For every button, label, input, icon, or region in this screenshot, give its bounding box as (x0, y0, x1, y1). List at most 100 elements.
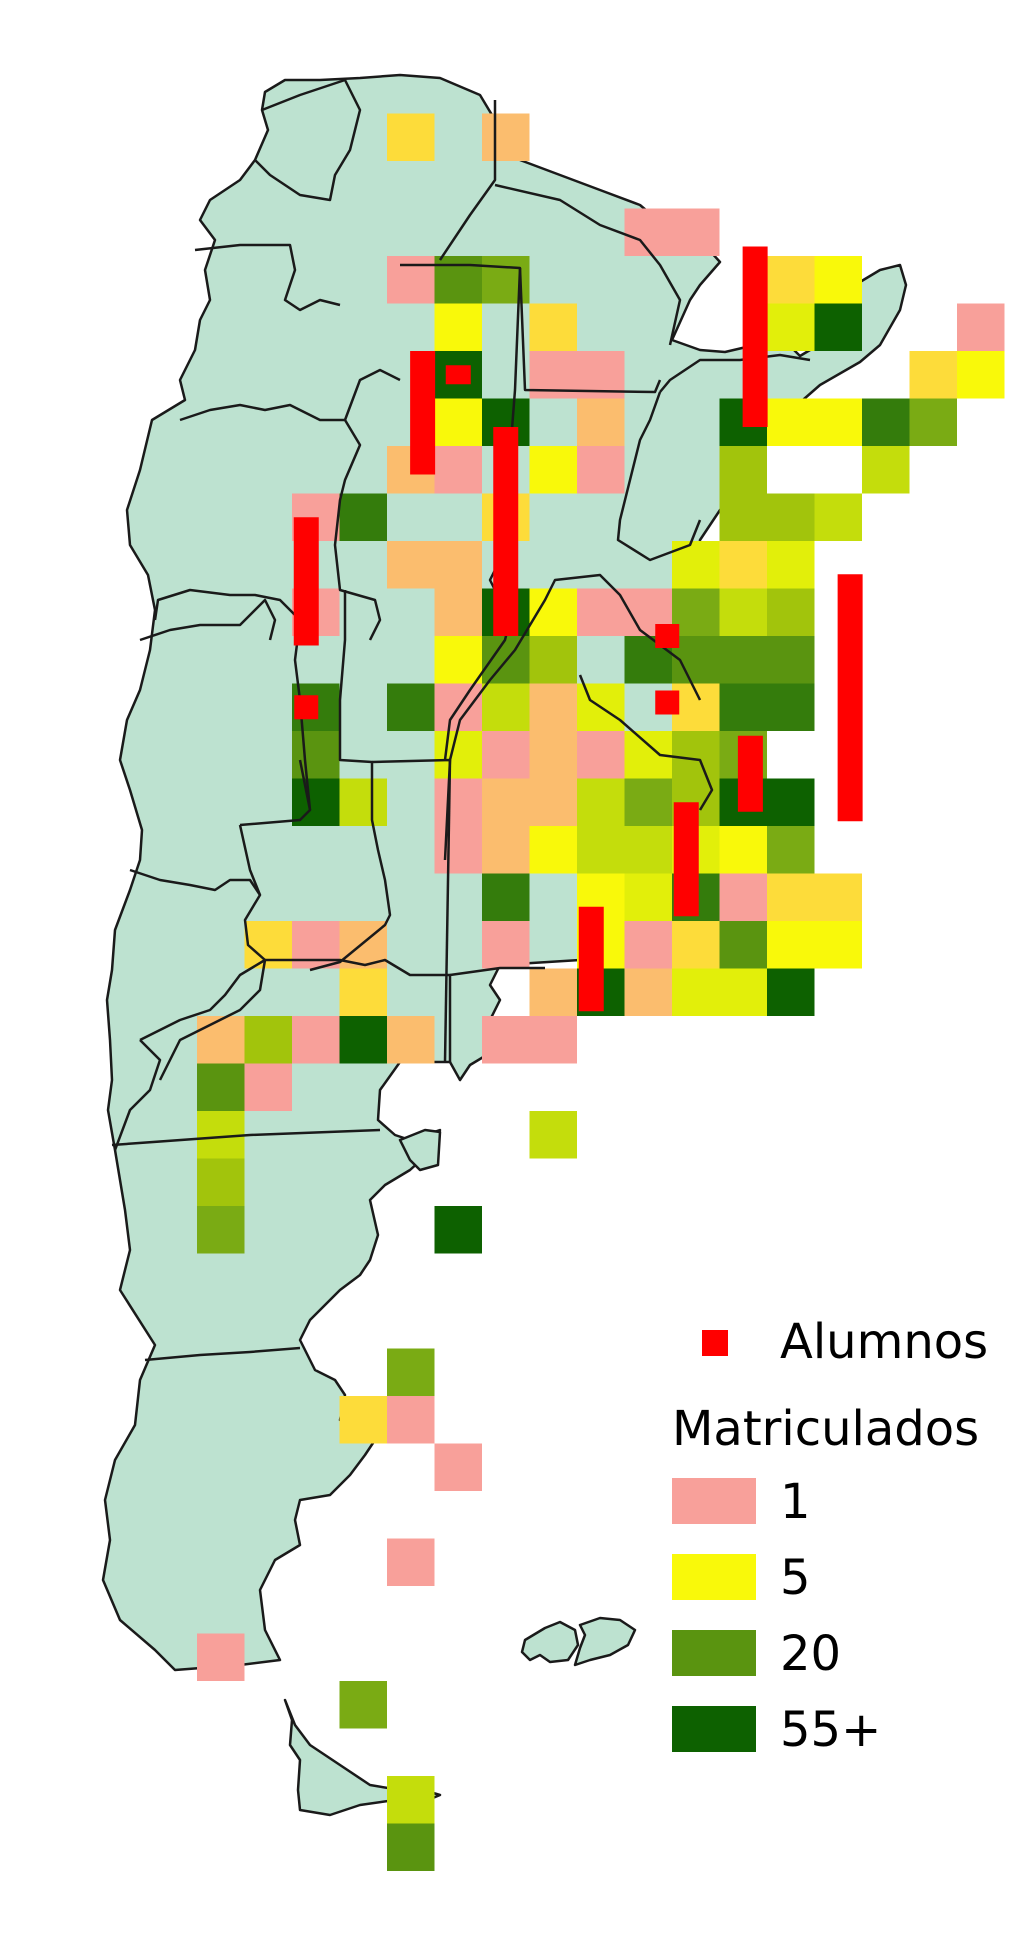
grid-cell (197, 1633, 245, 1681)
border-salta-tucuman (194, 243, 341, 312)
grid-cell (387, 541, 435, 589)
border-corrientes-misiones (659, 353, 811, 393)
grid-cell (767, 493, 815, 541)
grid-cell (719, 636, 767, 684)
legend-swatch (672, 1554, 756, 1600)
grid-cell (529, 1111, 577, 1159)
grid-cell (719, 588, 767, 636)
grid-cell (387, 1823, 435, 1871)
grid-cell (197, 1016, 245, 1064)
grid-cell (719, 968, 767, 1016)
grid-cell (767, 873, 815, 921)
legend-alumnos-label: Alumnos (780, 1314, 988, 1370)
grid-cell (624, 921, 672, 969)
grid-cell (767, 256, 815, 304)
grid-cell (814, 873, 862, 921)
grid-cell (434, 256, 482, 304)
alumnos-bar (673, 802, 699, 917)
islas-malvinas-west (520, 1620, 580, 1664)
grid-cell (719, 826, 767, 874)
grid-cell (387, 256, 435, 304)
grid-cell (197, 1206, 245, 1254)
border-salta-formosa (438, 100, 497, 261)
grid-cell (909, 351, 957, 399)
grid-cell (577, 731, 625, 779)
grid-cell (434, 541, 482, 589)
grid-cell (292, 1016, 340, 1064)
grid-cell (434, 446, 482, 494)
grid-cell (482, 731, 530, 779)
grid-cell (482, 683, 530, 731)
alumnos-bar (293, 517, 319, 646)
grid-cell (244, 1016, 292, 1064)
grid-cell (814, 303, 862, 351)
grid-cell (577, 778, 625, 826)
grid-cell (339, 493, 387, 541)
grid-cell (624, 873, 672, 921)
border-rio-negro (158, 959, 267, 1081)
border-chubut-santa-cruz (144, 1346, 301, 1362)
alumnos-bar (493, 427, 519, 636)
grid-cell (434, 731, 482, 779)
border-corrientes (616, 391, 702, 562)
border-buenos-aires-south (449, 966, 545, 977)
grid-cell (529, 826, 577, 874)
legend-alumnos-swatch (702, 1330, 728, 1356)
border-rio-negro-chubut (111, 1128, 381, 1147)
grid-cell (624, 826, 672, 874)
border-entre-rios (578, 674, 714, 811)
border-jujuy-salta (254, 78, 362, 202)
grid-cell (767, 588, 815, 636)
grid-cell (767, 921, 815, 969)
grid-cell (529, 778, 577, 826)
legend-swatch (672, 1630, 756, 1676)
border-cordoba (309, 590, 392, 972)
grid-cell (434, 398, 482, 446)
grid-cell (957, 303, 1005, 351)
grid-cell (434, 778, 482, 826)
grid-cell (387, 683, 435, 731)
grid-cell (767, 826, 815, 874)
legend: Alumnos Matriculados 1 5 20 55+ (672, 1314, 988, 1758)
peninsula-valdes (398, 1128, 442, 1172)
legend-label: 5 (780, 1550, 811, 1606)
grid-cell (814, 256, 862, 304)
grid-cell (529, 303, 577, 351)
grid-cell (672, 921, 720, 969)
grid-cell (577, 826, 625, 874)
alumnos-bar (737, 735, 763, 812)
legend-swatch (672, 1706, 756, 1752)
border-la-pampa (238, 824, 452, 1062)
border-tucuman (343, 368, 401, 421)
grid-cell (814, 398, 862, 446)
border-san-luis (239, 759, 312, 827)
islas-malvinas-east (573, 1616, 637, 1667)
grid-cell (387, 1396, 435, 1444)
grid-cell (577, 398, 625, 446)
legend-label: 55+ (780, 1702, 881, 1758)
border-formosa-chaco (494, 183, 682, 346)
grid-cell (814, 921, 862, 969)
grid-cell (339, 1396, 387, 1444)
grid-cell (339, 1016, 387, 1064)
grid-cell (767, 683, 815, 731)
grid-cell (197, 1063, 245, 1111)
grid-cell (529, 968, 577, 1016)
grid-cell (482, 778, 530, 826)
grid-cell (387, 1538, 435, 1586)
grid-cell (434, 636, 482, 684)
grid-cell (339, 778, 387, 826)
grid-cell (767, 968, 815, 1016)
grid-cell (767, 636, 815, 684)
grid-cell (577, 588, 625, 636)
alumnos-bar (410, 351, 436, 475)
legend-matriculados-title: Matriculados (672, 1401, 979, 1457)
alumnos-dot (655, 690, 680, 715)
grid-cell (292, 778, 340, 826)
grid-cell (434, 826, 482, 874)
grid-cell (482, 873, 530, 921)
grid-cell (767, 398, 815, 446)
alumnos-bar (578, 906, 604, 1012)
legend-items: 1 5 20 55+ (672, 1474, 881, 1758)
